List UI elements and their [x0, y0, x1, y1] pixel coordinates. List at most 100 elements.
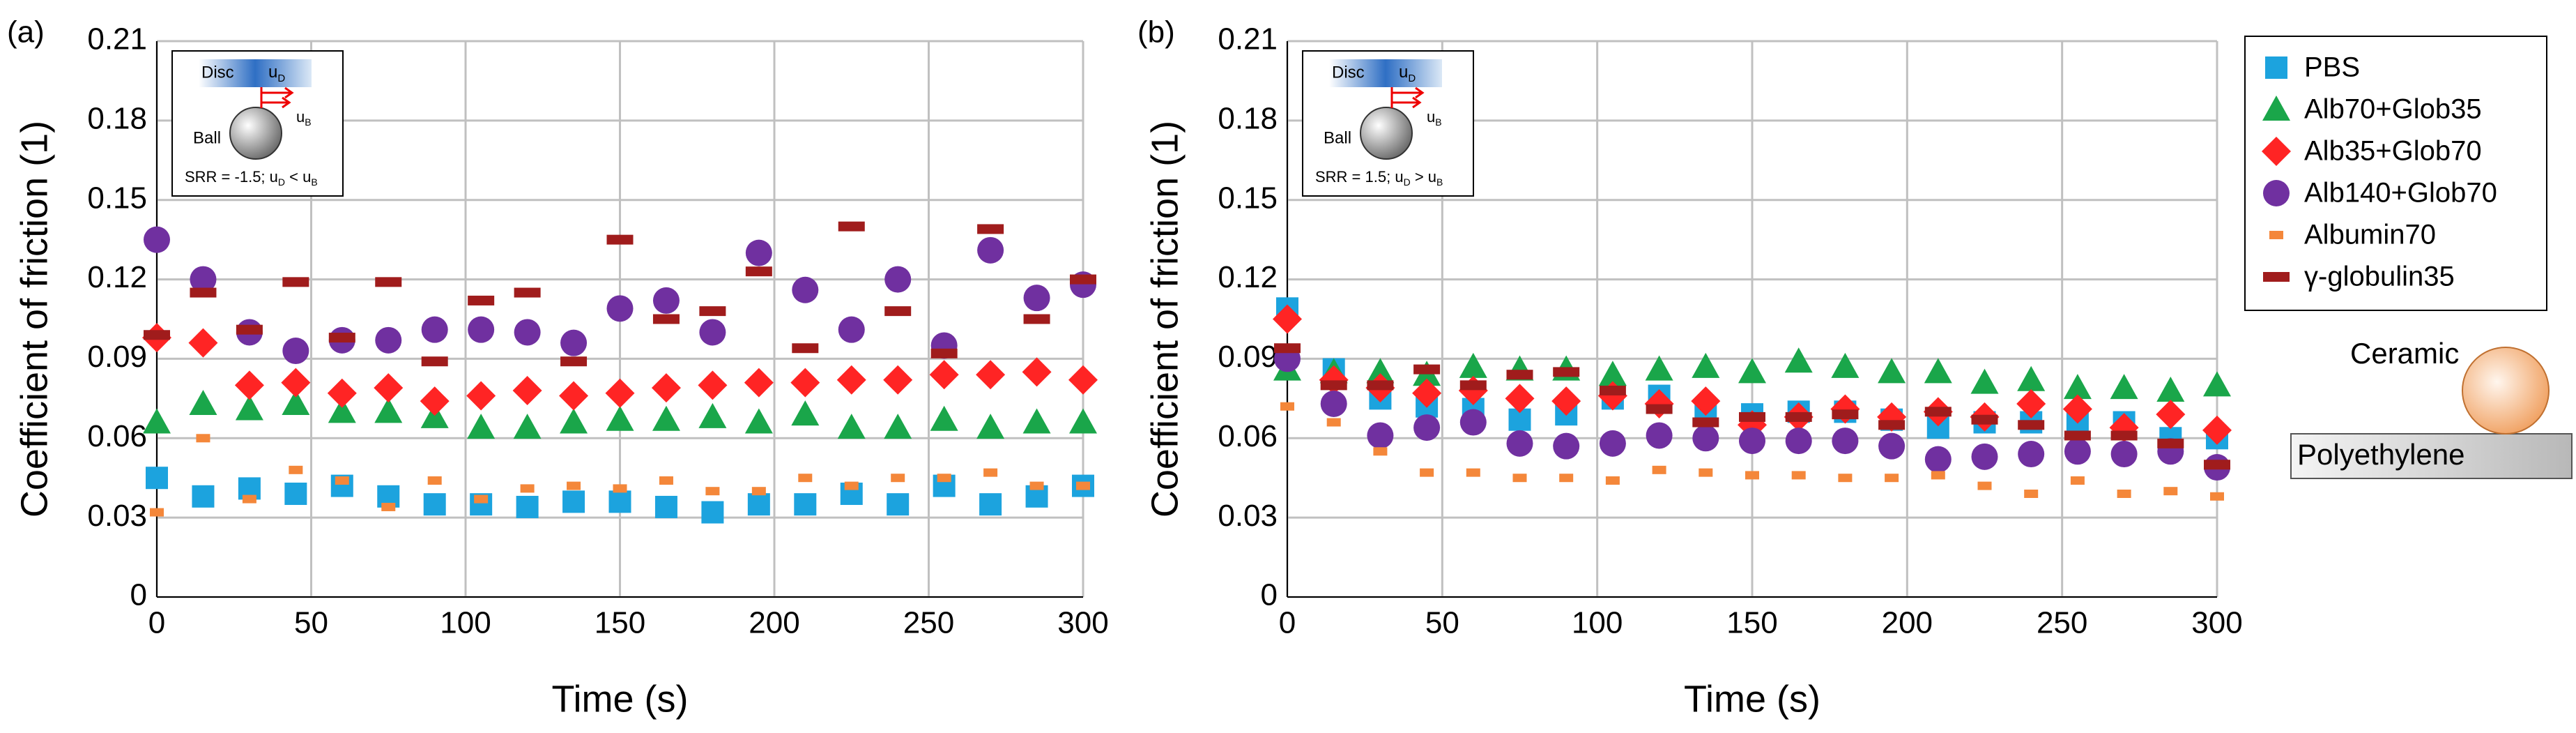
- series: Albumin70: [150, 434, 1090, 517]
- inset-label: uB: [296, 108, 312, 128]
- legend-label: Alb70+Glob35: [2304, 94, 2482, 125]
- schematic-label: Ceramic: [2350, 337, 2459, 370]
- marker: [983, 468, 998, 477]
- marker: [654, 495, 677, 518]
- marker: [374, 398, 403, 423]
- marker: [2110, 374, 2138, 400]
- series: Alb35+Glob70: [142, 323, 1098, 416]
- marker: [1784, 347, 1813, 373]
- marker: [468, 316, 495, 343]
- marker: [1785, 411, 1812, 422]
- marker: [2063, 374, 2092, 400]
- marker: [1459, 409, 1487, 436]
- legend-label: γ-globulin35: [2304, 262, 2455, 292]
- marker: [2018, 441, 2045, 468]
- marker: [284, 482, 307, 505]
- x-tick-label: 250: [903, 606, 954, 640]
- marker: [659, 476, 673, 485]
- marker: [1885, 474, 1899, 483]
- marker: [2064, 430, 2091, 441]
- ceramic-ball: [2462, 347, 2550, 434]
- inset-disc: [199, 59, 312, 87]
- marker: [375, 326, 402, 354]
- marker: [2204, 460, 2230, 470]
- marker: [2263, 180, 2290, 206]
- plate: [2290, 433, 2573, 479]
- inset-label: u: [1427, 108, 1435, 126]
- marker: [652, 287, 680, 314]
- marker: [188, 328, 218, 358]
- marker: [1559, 474, 1574, 483]
- x-tick-label: 200: [1882, 606, 1933, 640]
- marker: [520, 484, 535, 493]
- marker: [930, 405, 958, 431]
- marker: [979, 493, 1002, 516]
- marker: [792, 343, 819, 354]
- marker: [1505, 384, 1535, 414]
- marker: [2110, 441, 2138, 468]
- marker: [1831, 352, 1860, 378]
- marker: [1692, 425, 1719, 452]
- marker: [143, 408, 171, 434]
- marker: [1459, 380, 1487, 391]
- marker: [1367, 422, 1394, 449]
- marker: [2064, 438, 2091, 465]
- marker: [559, 381, 589, 411]
- y-tick-label: 0.06: [1218, 419, 1278, 453]
- marker: [328, 333, 355, 343]
- marker: [2024, 489, 2039, 498]
- x-tick-label: 100: [1572, 606, 1623, 640]
- marker: [744, 368, 774, 398]
- marker: [1739, 428, 1765, 455]
- marker: [836, 365, 866, 395]
- marker: [1506, 430, 1533, 457]
- inset-label: SRR = 1.5; u: [1315, 168, 1404, 186]
- marker: [606, 234, 634, 245]
- marker: [1599, 430, 1626, 457]
- marker: [1366, 358, 1395, 384]
- marker: [1068, 365, 1098, 395]
- inset-label: uD: [1399, 63, 1416, 84]
- marker: [751, 487, 766, 496]
- marker: [328, 398, 356, 423]
- marker: [884, 266, 912, 293]
- x-tick-label: 150: [1726, 606, 1777, 640]
- inset-label: Disc: [201, 63, 234, 82]
- marker: [1373, 447, 1388, 456]
- marker: [1023, 314, 1050, 324]
- y-tick-label: 0.21: [87, 22, 147, 56]
- marker: [421, 356, 448, 367]
- marker: [1605, 476, 1620, 485]
- marker: [977, 236, 1004, 264]
- marker: [1924, 446, 1952, 473]
- marker: [1553, 367, 1580, 377]
- marker: [236, 324, 263, 335]
- marker: [2163, 487, 2178, 496]
- schematic-label: Polyethylene: [2297, 438, 2465, 471]
- marker: [423, 493, 446, 516]
- marker: [1924, 407, 1952, 417]
- marker: [150, 508, 164, 517]
- marker: [887, 493, 910, 516]
- marker: [792, 276, 819, 303]
- marker: [701, 501, 724, 524]
- y-tick-label: 0.15: [1218, 181, 1278, 215]
- marker: [1646, 422, 1673, 449]
- inset-disc: [1329, 59, 1442, 87]
- marker: [2062, 394, 2092, 424]
- marker: [1506, 370, 1533, 380]
- inset-label: D: [278, 176, 285, 188]
- series: γ-globulin35: [1274, 343, 2230, 470]
- marker: [289, 465, 303, 474]
- inset-label: D: [1404, 176, 1411, 188]
- marker: [189, 389, 217, 415]
- inset-label: uB: [1427, 108, 1442, 128]
- marker: [606, 295, 634, 322]
- marker: [560, 329, 588, 356]
- y-tick-label: 0.21: [1218, 22, 1278, 56]
- inset-label: u: [268, 63, 277, 82]
- marker: [560, 408, 588, 434]
- marker: [798, 474, 813, 483]
- marker: [976, 414, 1005, 439]
- marker: [144, 330, 170, 340]
